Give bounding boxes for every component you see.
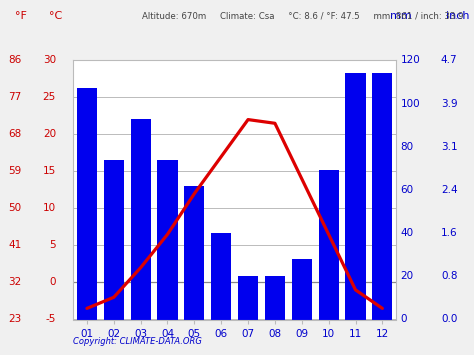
- Text: mm: mm: [390, 11, 411, 21]
- Text: °F: °F: [15, 11, 27, 21]
- Text: Altitude: 670m     Climate: Csa     °C: 8.6 / °F: 47.5     mm: 861 / inch: 33.9: Altitude: 670m Climate: Csa °C: 8.6 / °F…: [142, 11, 464, 21]
- Text: 0: 0: [49, 278, 56, 288]
- Bar: [104, 160, 124, 320]
- Bar: [265, 276, 285, 320]
- Bar: [346, 73, 365, 320]
- Text: 0.8: 0.8: [441, 271, 457, 281]
- Text: 2.4: 2.4: [441, 185, 457, 195]
- Text: 30: 30: [43, 55, 56, 65]
- Text: 5: 5: [49, 240, 56, 251]
- Text: inch: inch: [446, 11, 469, 21]
- Text: 4.7: 4.7: [441, 55, 457, 65]
- Bar: [157, 160, 178, 320]
- Text: 100: 100: [401, 99, 420, 109]
- Text: 120: 120: [401, 55, 420, 65]
- Bar: [130, 119, 151, 320]
- Text: °C: °C: [49, 11, 63, 21]
- Text: Copyright: CLIMATE-DATA.ORG: Copyright: CLIMATE-DATA.ORG: [73, 337, 202, 346]
- Bar: [372, 73, 392, 320]
- Text: 41: 41: [8, 240, 21, 251]
- Text: 20: 20: [43, 129, 56, 140]
- Text: 77: 77: [8, 92, 21, 102]
- Text: 10: 10: [43, 203, 56, 213]
- Bar: [211, 233, 231, 320]
- Text: 68: 68: [8, 129, 21, 140]
- Bar: [238, 276, 258, 320]
- Text: -5: -5: [46, 315, 56, 324]
- Text: 1.6: 1.6: [441, 228, 457, 238]
- Text: 3.1: 3.1: [441, 142, 457, 152]
- Text: 86: 86: [8, 55, 21, 65]
- Text: 40: 40: [401, 228, 414, 238]
- Bar: [292, 259, 312, 320]
- Text: 50: 50: [8, 203, 21, 213]
- Text: 60: 60: [401, 185, 414, 195]
- Text: 80: 80: [401, 142, 414, 152]
- Text: 0.0: 0.0: [441, 315, 457, 324]
- Text: 3.9: 3.9: [441, 99, 457, 109]
- Text: 25: 25: [43, 92, 56, 102]
- Bar: [319, 170, 339, 320]
- Text: 20: 20: [401, 271, 414, 281]
- Bar: [77, 88, 97, 320]
- Bar: [184, 186, 204, 320]
- Text: 0: 0: [401, 315, 407, 324]
- Text: 15: 15: [43, 166, 56, 176]
- Text: 32: 32: [8, 278, 21, 288]
- Text: 23: 23: [8, 315, 21, 324]
- Text: 59: 59: [8, 166, 21, 176]
